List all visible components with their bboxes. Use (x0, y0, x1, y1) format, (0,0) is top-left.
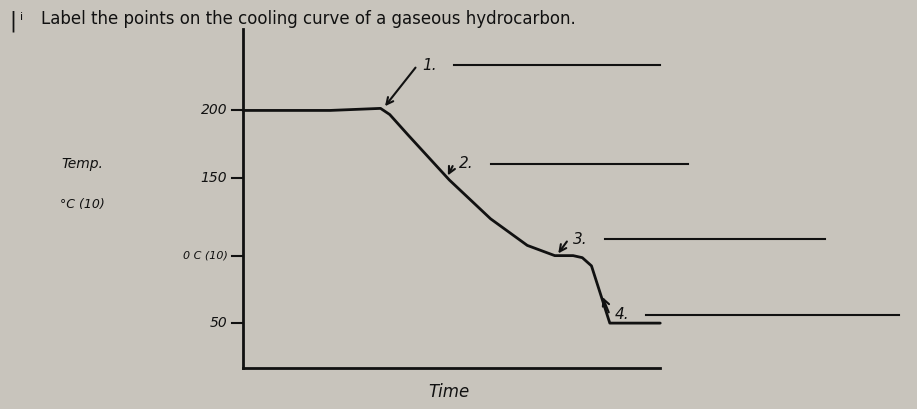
Text: Label the points on the cooling curve of a gaseous hydrocarbon.: Label the points on the cooling curve of… (41, 10, 576, 28)
Text: |: | (9, 10, 17, 32)
Text: 4.: 4. (614, 308, 629, 322)
Text: 50: 50 (210, 316, 227, 330)
Text: 150: 150 (201, 171, 227, 185)
Text: 3.: 3. (573, 232, 588, 247)
Text: 1.: 1. (422, 58, 436, 73)
Text: 200: 200 (201, 103, 227, 117)
Text: Temp.: Temp. (61, 157, 104, 171)
Text: °C (10): °C (10) (61, 198, 105, 211)
Text: i: i (20, 12, 23, 22)
Text: 2.: 2. (458, 156, 473, 171)
Text: 0 C (10): 0 C (10) (182, 251, 227, 261)
Text: Time: Time (429, 383, 470, 401)
